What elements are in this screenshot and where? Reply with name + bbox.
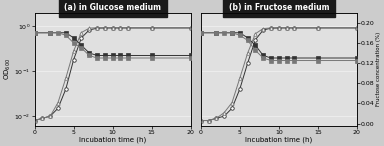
Y-axis label: Fructose concentration (%): Fructose concentration (%) — [376, 32, 381, 106]
X-axis label: Incubation time (h): Incubation time (h) — [79, 137, 146, 143]
Y-axis label: OD$_{600}$: OD$_{600}$ — [3, 58, 13, 80]
Title: (a) in Glucose medium: (a) in Glucose medium — [64, 3, 161, 12]
Title: (b) in Fructose medium: (b) in Fructose medium — [228, 3, 329, 12]
X-axis label: Incubation time (h): Incubation time (h) — [245, 137, 313, 143]
